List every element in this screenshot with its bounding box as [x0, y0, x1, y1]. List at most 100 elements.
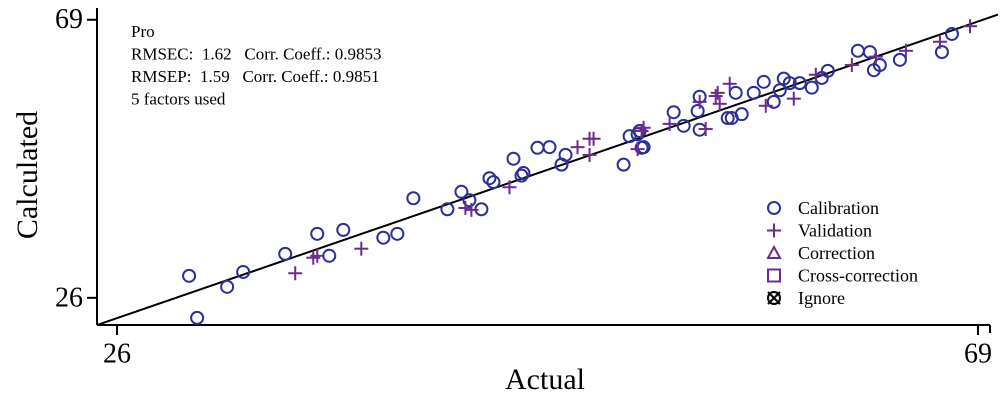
marker-circle — [182, 268, 197, 283]
marker-circle — [690, 103, 705, 118]
marker-shape — [322, 248, 337, 263]
marker-circle — [406, 191, 421, 206]
marker-circle — [850, 43, 865, 58]
marker-shape — [336, 222, 351, 237]
marker-shape — [934, 45, 949, 60]
marker-square — [767, 268, 781, 283]
y-tick-label: 69 — [55, 4, 83, 35]
marker-plus — [898, 43, 913, 58]
marker-shape — [190, 310, 205, 325]
marker-plus — [932, 34, 947, 49]
marker-shape — [220, 279, 235, 294]
marker-plus — [692, 94, 707, 109]
x-tick-label: 69 — [964, 338, 992, 369]
marker-shape — [666, 105, 681, 120]
marker-shape — [310, 226, 325, 241]
marker-shape — [506, 151, 521, 166]
marker-plus — [630, 142, 645, 157]
marker-circle — [310, 226, 325, 241]
marker-shape — [486, 175, 501, 190]
marker-shape — [792, 76, 807, 91]
legend-label: Correction — [798, 243, 875, 263]
marker-circle — [820, 63, 835, 78]
marker-shape — [236, 264, 251, 279]
marker-shape — [482, 171, 497, 186]
marker-plus — [458, 200, 473, 215]
marker-shape — [616, 157, 631, 172]
legend-label: Calibration — [798, 198, 879, 218]
marker-shape — [767, 291, 781, 305]
marker-circle — [792, 76, 807, 91]
annotation: RMSEP: 1.59 Corr. Coeff.: 0.9851 — [131, 67, 380, 86]
marker-shape — [376, 230, 391, 245]
marker-circle — [728, 85, 743, 100]
marker-shape — [944, 26, 959, 41]
marker-shape — [804, 80, 819, 95]
x-axis-label: Actual — [505, 363, 585, 396]
marker-shape — [514, 168, 529, 183]
marker-shape — [766, 244, 782, 259]
marker-shape — [462, 193, 477, 208]
marker-shape — [756, 74, 771, 89]
marker-plus — [758, 98, 773, 113]
marker-shape — [454, 184, 469, 199]
marker-circle — [454, 184, 469, 199]
marker-circle — [892, 52, 907, 67]
marker-shape — [892, 52, 907, 67]
marker-shape — [820, 63, 835, 78]
marker-shape — [406, 191, 421, 206]
marker-circle — [190, 310, 205, 325]
marker-shape — [728, 85, 743, 100]
annotation: RMSEC: 1.62 Corr. Coeff.: 0.9853 — [131, 44, 381, 63]
marker-shape — [530, 140, 545, 155]
marker-circle — [746, 85, 761, 100]
marker-plus — [710, 85, 725, 100]
marker-circle — [767, 201, 781, 215]
marker-shape — [767, 268, 781, 283]
marker-shape — [676, 118, 691, 133]
marker-circle — [440, 202, 455, 217]
marker-plus — [712, 96, 727, 111]
marker-shape — [182, 268, 197, 283]
marker-plus — [767, 223, 781, 238]
marker-circle — [934, 45, 949, 60]
marker-plus — [708, 89, 723, 104]
marker-shape — [516, 166, 531, 181]
marker-circle — [558, 147, 573, 162]
marker-plus — [962, 19, 977, 34]
marker-circle — [462, 193, 477, 208]
marker-plus — [582, 147, 597, 162]
marker-plus — [570, 140, 585, 155]
y-axis-label: Calculated — [11, 111, 44, 239]
marker-circle — [530, 140, 545, 155]
marker-circle — [616, 157, 631, 172]
marker-plus — [868, 49, 883, 64]
marker-circle — [506, 151, 521, 166]
marker-circle — [756, 74, 771, 89]
marker-shape — [734, 107, 749, 122]
marker-circle — [666, 105, 681, 120]
marker-plus — [722, 76, 737, 91]
marker-circle — [734, 107, 749, 122]
marker-circle — [944, 26, 959, 41]
marker-shape — [850, 43, 865, 58]
marker-circle — [390, 226, 405, 241]
marker-circle — [872, 58, 887, 73]
marker-plus — [808, 67, 823, 82]
marker-plus — [844, 58, 859, 73]
marker-shape — [440, 202, 455, 217]
y-tick-label: 26 — [55, 282, 83, 313]
marker-shape — [720, 111, 735, 126]
marker-plus — [464, 202, 479, 217]
legend-label: Ignore — [798, 288, 845, 308]
marker-circle — [542, 140, 557, 155]
legend-label: Validation — [798, 221, 872, 241]
marker-shape — [872, 58, 887, 73]
marker-plus — [310, 248, 325, 263]
marker-shape — [767, 201, 781, 215]
annotation: 5 factors used — [131, 89, 226, 108]
marker-circle — [236, 264, 251, 279]
fit-line — [97, 13, 999, 325]
marker-plus — [662, 116, 677, 131]
